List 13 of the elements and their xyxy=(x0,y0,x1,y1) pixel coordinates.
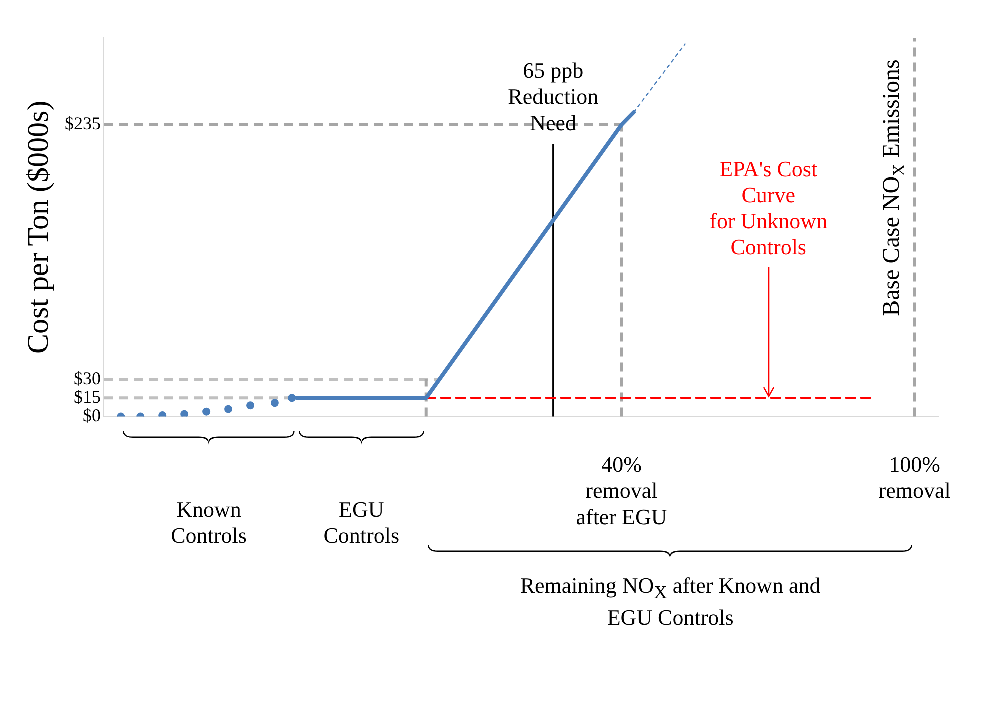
text: EPA's Cost Curve for Unknown Controls xyxy=(710,156,828,260)
y-tick-label: $30 xyxy=(74,368,101,388)
ref-line-label: Base Case NOX Emissions xyxy=(879,60,908,316)
y-tick-label: $0 xyxy=(83,406,101,426)
text: EGU Controls xyxy=(324,496,400,548)
text: Remaining NO$_{X}$ after Known and EGU Controls xyxy=(519,572,822,632)
x-tick-label: 100% removal xyxy=(878,452,951,504)
y-axis-title: Cost per Ton ($000s) xyxy=(22,100,55,354)
text: Known Controls xyxy=(171,496,247,548)
y-tick-label: $15 xyxy=(74,386,101,407)
ref-line-label: 65 ppb Reduction Need xyxy=(508,58,599,136)
x-tick-label: 40% removal after EGU xyxy=(576,452,668,530)
y-tick-label: $235 xyxy=(65,114,101,134)
